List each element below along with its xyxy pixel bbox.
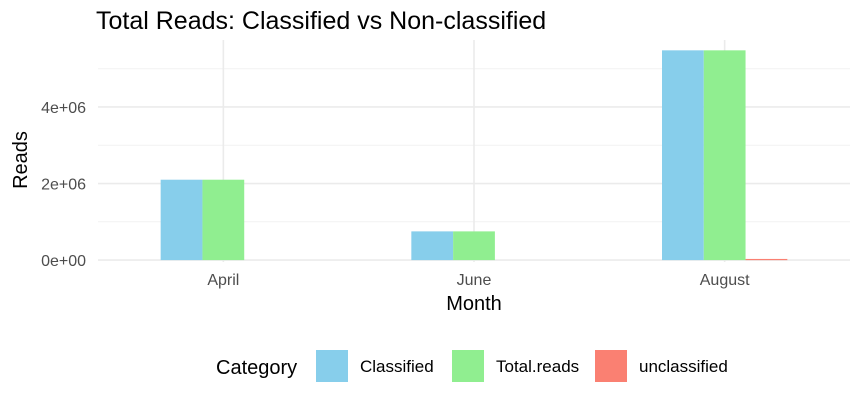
- legend-label: Total.reads: [496, 357, 579, 376]
- bar-unclassified-august: [745, 258, 788, 261]
- y-tick-label: 4e+06: [41, 100, 86, 117]
- legend-key-total-reads: [452, 350, 484, 382]
- y-tick-label: 0e+00: [41, 253, 86, 270]
- x-axis-ticks: April June August: [207, 272, 750, 289]
- legend-key-classified: [316, 350, 348, 382]
- x-axis-title: Month: [446, 293, 502, 315]
- x-tick-label: August: [700, 272, 750, 289]
- legend-key-unclassified: [595, 350, 627, 382]
- legend-label: unclassified: [639, 357, 728, 376]
- bar-classified-august: [662, 50, 704, 261]
- y-axis-ticks: 0e+00 2e+06 4e+06: [41, 100, 86, 270]
- bar-classified-april: [160, 179, 203, 261]
- y-axis-title: Reads: [10, 131, 32, 189]
- bar-total-reads-april: [202, 179, 245, 261]
- bars: [160, 50, 788, 261]
- y-tick-label: 2e+06: [41, 177, 86, 194]
- x-tick-label: April: [207, 272, 239, 289]
- legend-label: Classified: [360, 357, 434, 376]
- legend: Category Classified Total.reads unclassifi…: [216, 350, 728, 382]
- x-tick-label: June: [457, 272, 492, 289]
- bar-classified-june: [411, 231, 454, 261]
- bar-total-reads-june: [453, 231, 495, 261]
- bar-total-reads-august: [703, 50, 746, 261]
- legend-title: Category: [216, 357, 297, 379]
- chart-title: Total Reads: Classified vs Non-classifie…: [96, 7, 546, 35]
